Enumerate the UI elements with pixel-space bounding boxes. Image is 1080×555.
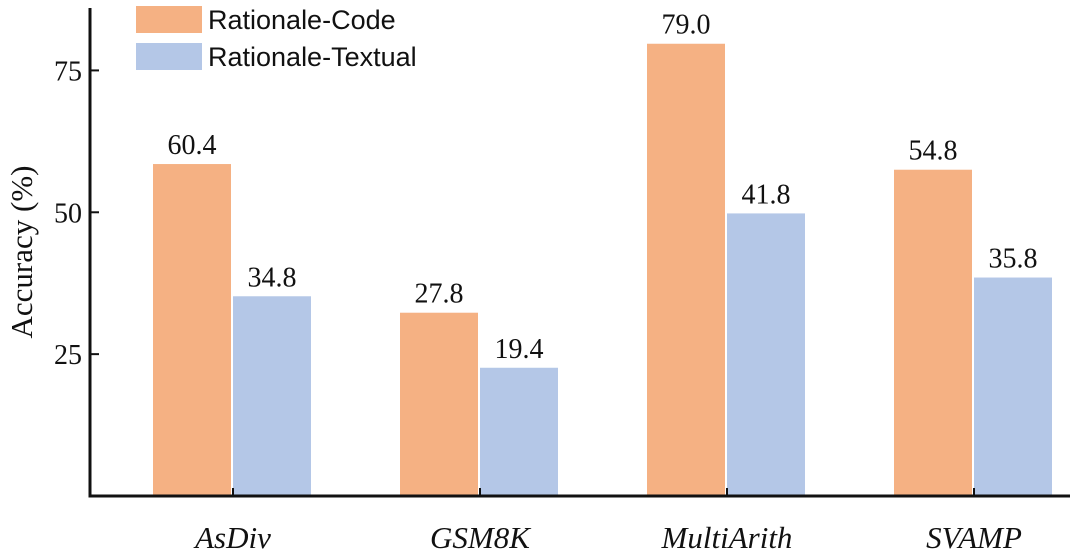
- value-labels-group: 60.4 34.8 27.8 19.4 79.0 41.8 54.8 35.8: [168, 10, 1038, 365]
- bar-gsm8k-rationale-textual: [480, 367, 558, 496]
- legend-label: Rationale-Textual: [208, 42, 417, 72]
- legend-swatch: [136, 43, 202, 70]
- data-label: 79.0: [662, 10, 711, 41]
- data-label: 41.8: [742, 179, 791, 210]
- data-label: 19.4: [495, 334, 544, 365]
- y-tick-label: 25: [54, 340, 82, 371]
- x-tick-label: AsDiv: [193, 520, 271, 555]
- bar-multiarith-rationale-code: [647, 43, 725, 496]
- data-label: 54.8: [909, 136, 958, 167]
- axes-group: [88, 8, 1070, 498]
- bars-group: [153, 43, 1052, 497]
- legend-swatch: [136, 6, 202, 33]
- bar-svamp-rationale-code: [894, 169, 972, 496]
- bar-asdiv-rationale-textual: [233, 296, 311, 496]
- x-tick-label: SVAMP: [926, 520, 1022, 555]
- x-tick-label: GSM8K: [430, 520, 532, 555]
- y-axis-title: Accuracy (%): [4, 166, 39, 339]
- legend: Rationale-Code Rationale-Textual: [136, 5, 417, 72]
- bar-multiarith-rationale-textual: [727, 213, 805, 497]
- x-tick-label: MultiArith: [661, 520, 793, 555]
- x-labels-group: AsDiv GSM8K MultiArith SVAMP: [193, 488, 1022, 555]
- y-ticks-group: 25 50 75: [54, 56, 99, 371]
- data-label: 60.4: [168, 130, 217, 161]
- bar-svamp-rationale-textual: [974, 277, 1052, 496]
- data-label: 34.8: [248, 262, 297, 293]
- data-label: 27.8: [415, 279, 464, 310]
- bar-gsm8k-rationale-code: [400, 312, 478, 496]
- bar-asdiv-rationale-code: [153, 164, 231, 496]
- data-label: 35.8: [989, 244, 1038, 275]
- y-tick-label: 50: [54, 198, 82, 229]
- legend-label: Rationale-Code: [208, 5, 396, 35]
- y-tick-label: 75: [54, 56, 82, 87]
